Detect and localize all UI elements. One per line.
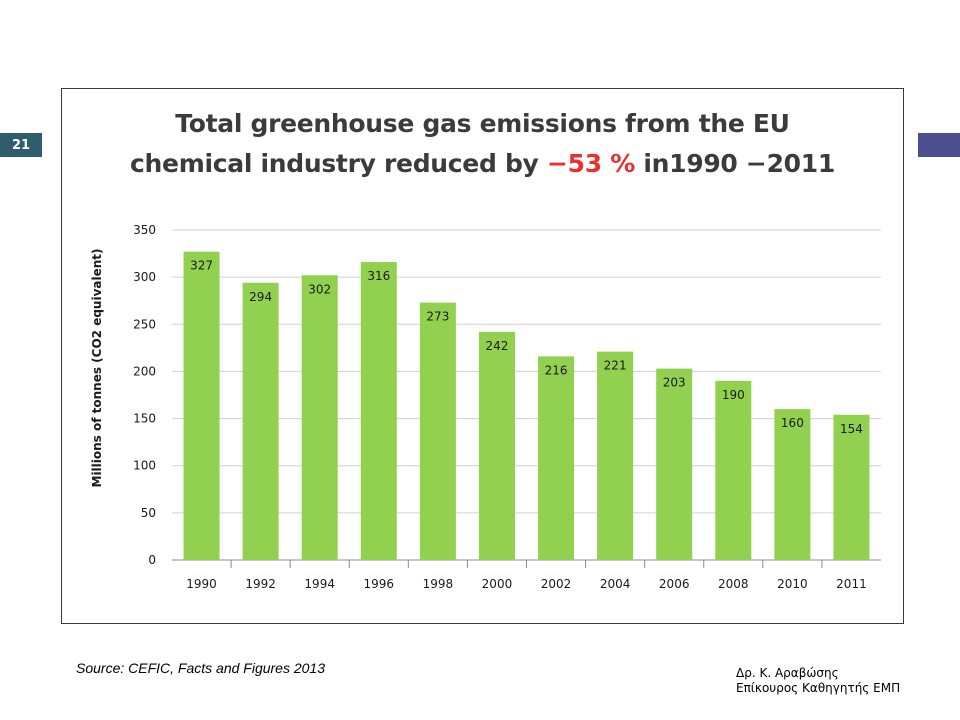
bar: [774, 409, 811, 560]
x-tick-label: 2002: [541, 577, 572, 591]
bar-value-label: 160: [781, 416, 804, 430]
bar-value-label: 221: [604, 359, 627, 373]
chart-bars: 327 294 302 316 273 242 216 221 203 190 160 154: [183, 251, 870, 560]
x-tick-label: 2004: [600, 577, 631, 591]
chart-title-line1: Total greenhouse gas emissions from the …: [175, 109, 790, 138]
bar-value-label: 273: [426, 310, 449, 324]
bar-value-label: 154: [840, 422, 863, 436]
x-tick-label: 2008: [718, 577, 749, 591]
bar: [419, 302, 456, 560]
bar: [360, 262, 397, 560]
bar-value-label: 203: [663, 376, 686, 390]
x-tick-label: 1994: [304, 577, 335, 591]
y-tick-label: 100: [133, 459, 156, 473]
x-tick-label: 1990: [186, 577, 217, 591]
slide-marker-bar: [918, 133, 960, 157]
author-name: Δρ. Κ. Αραβώσης: [736, 666, 839, 680]
chart-title-line2-prefix: chemical industry reduced by: [130, 149, 547, 178]
x-tick-label: 1996: [364, 577, 395, 591]
bar-value-label: 302: [308, 282, 331, 296]
x-tick-label: 2006: [659, 577, 690, 591]
y-axis-ticks: 0 50 100 150 200 250 300 350: [133, 223, 156, 567]
y-tick-label: 150: [133, 412, 156, 426]
bar: [656, 368, 693, 560]
x-tick-label: 2000: [482, 577, 513, 591]
y-axis-label: Millions of tonnes (CO2 equivalent): [90, 248, 104, 487]
chart-title-highlight: −53 %: [546, 149, 635, 178]
chart-title-line2-suffix: in1990 −2011: [634, 149, 835, 178]
y-tick-label: 50: [141, 506, 156, 520]
y-tick-label: 350: [133, 223, 156, 237]
bar: [301, 275, 338, 560]
slide-number: 21: [0, 133, 42, 157]
y-tick-label: 250: [133, 317, 156, 331]
x-axis-ticks: 1990 1992 1994 1996 1998 2000 2002 2004 2006 2008…: [186, 560, 867, 591]
bar: [597, 351, 634, 560]
author-title: Επίκουρος Καθηγητής ΕΜΠ: [736, 681, 901, 695]
bar: [242, 282, 279, 560]
y-tick-label: 0: [148, 553, 156, 567]
x-tick-label: 1992: [245, 577, 276, 591]
bar: [715, 380, 752, 560]
x-tick-label: 1998: [423, 577, 454, 591]
author-credit: Δρ. Κ. Αραβώσης Επίκουρος Καθηγητής ΕΜΠ: [736, 666, 900, 696]
bar-value-label: 190: [722, 388, 745, 402]
bar: [478, 331, 515, 560]
x-tick-label: 2011: [836, 577, 867, 591]
chart-title: Total greenhouse gas emissions from the …: [61, 104, 904, 184]
bar-value-label: 327: [190, 259, 213, 273]
bar: [538, 356, 575, 560]
bar-value-label: 216: [545, 363, 568, 377]
y-tick-label: 200: [133, 364, 156, 378]
x-tick-label: 2010: [777, 577, 808, 591]
bar-value-label: 316: [367, 269, 390, 283]
bar: [833, 414, 870, 560]
bar-value-label: 294: [249, 290, 272, 304]
bar: [183, 251, 220, 560]
chart-title-line2: chemical industry reduced by −53 % in199…: [61, 144, 904, 184]
bar-value-label: 242: [486, 339, 509, 353]
source-note: Source: CEFIC, Facts and Figures 2013: [76, 660, 325, 676]
y-tick-label: 300: [133, 270, 156, 284]
